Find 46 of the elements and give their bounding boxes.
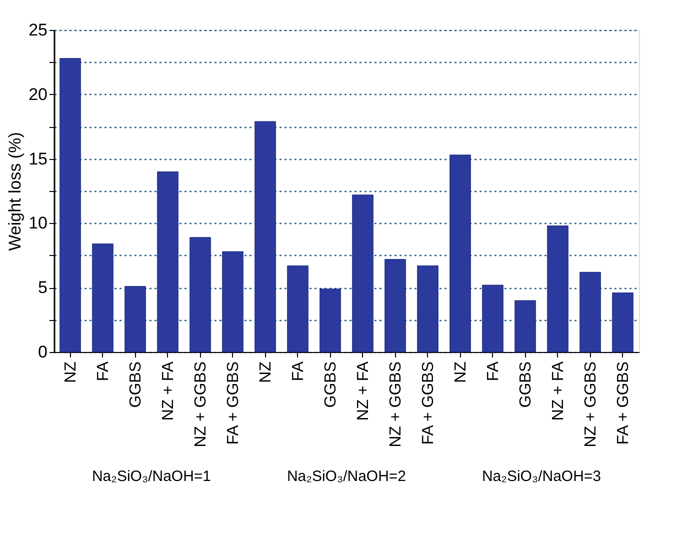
x-tick-label: NZ + GGBS <box>387 362 404 448</box>
y-tick-label: 25 <box>28 20 48 40</box>
y-axis-title: Weight loss (%) <box>6 132 25 251</box>
y-tick-label: 0 <box>38 342 48 362</box>
x-tick-label: NZ + GGBS <box>192 362 210 448</box>
bar <box>222 251 244 352</box>
x-tick-label: FA + GGBS <box>420 362 437 445</box>
bar <box>157 171 178 352</box>
x-tick-label: GGBS <box>322 362 340 408</box>
y-tick-label: 5 <box>38 278 48 298</box>
text: Na₂SiO₃/NaOH=1 <box>92 468 212 485</box>
bar <box>60 58 81 352</box>
x-tick-label: GGBS <box>127 362 144 408</box>
x-tick-label: FA + GGBS <box>614 362 632 445</box>
bar <box>547 226 568 352</box>
bar <box>287 265 308 352</box>
bar <box>450 154 471 352</box>
x-tick-label: NZ <box>62 361 80 383</box>
bar <box>124 286 146 352</box>
bar <box>92 244 114 352</box>
bar <box>384 259 406 352</box>
x-tick-label: NZ <box>452 361 470 383</box>
bar <box>482 284 504 352</box>
x-tick-label: FA + GGBS <box>224 362 242 445</box>
x-tick-label: NZ + FA <box>550 361 567 421</box>
bar <box>612 292 634 352</box>
text: Na₂SiO₃/NaOH=3 <box>482 468 602 485</box>
x-tick-label: GGBS <box>517 362 534 408</box>
y-tick-label: 15 <box>28 149 48 168</box>
bar <box>580 272 601 352</box>
x-tick-label: NZ <box>257 361 274 383</box>
x-tick-label: NZ + GGBS <box>582 362 600 448</box>
x-tick-label: NZ + FA <box>160 361 177 421</box>
bar <box>514 300 536 352</box>
x-tick-label: FA <box>484 361 502 382</box>
bar <box>320 288 341 352</box>
y-tick-label: 20 <box>28 84 48 104</box>
bar <box>254 121 276 352</box>
x-tick-label: FA <box>94 361 112 382</box>
text: Na₂SiO₃/NaOH=2 <box>286 468 406 485</box>
bar <box>190 237 211 352</box>
bar <box>417 265 438 352</box>
bar <box>352 194 374 352</box>
x-tick-label: FA <box>290 361 307 382</box>
x-tick-label: NZ + FA <box>354 361 372 421</box>
y-tick-label: 10 <box>28 214 48 233</box>
